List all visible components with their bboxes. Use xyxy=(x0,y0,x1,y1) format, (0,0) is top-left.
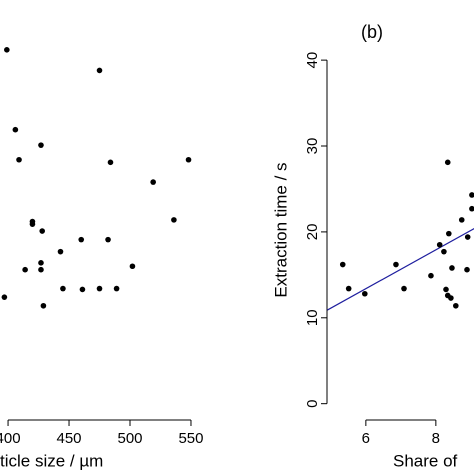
point xyxy=(29,221,36,227)
point xyxy=(444,159,451,166)
point xyxy=(150,179,156,185)
point xyxy=(401,285,407,292)
point xyxy=(79,286,86,293)
point xyxy=(22,266,28,273)
point xyxy=(469,205,474,212)
x-tick-label: 8 xyxy=(432,430,440,447)
point xyxy=(458,217,465,223)
y-tick-label: 30 xyxy=(304,138,321,155)
point xyxy=(448,295,454,301)
point xyxy=(107,159,114,166)
point xyxy=(38,266,44,273)
panel-label: (b) xyxy=(361,22,383,42)
point xyxy=(57,248,64,255)
point xyxy=(449,265,455,271)
point xyxy=(464,234,471,240)
fit-line xyxy=(327,227,474,311)
point xyxy=(1,294,8,300)
point xyxy=(38,260,44,266)
x-axis-label: Share of xyxy=(393,451,458,470)
point xyxy=(393,261,399,268)
point xyxy=(339,261,346,268)
point xyxy=(446,230,452,237)
point xyxy=(443,286,449,293)
point xyxy=(453,302,459,309)
point xyxy=(171,217,177,223)
point xyxy=(362,290,368,297)
point xyxy=(38,142,44,148)
point xyxy=(345,285,352,292)
point xyxy=(96,285,103,292)
point xyxy=(436,241,443,248)
x-axis-label: ticle size / µm xyxy=(0,451,103,470)
point xyxy=(40,302,47,309)
y-tick-label: 20 xyxy=(304,224,321,241)
x-tick-label: 400 xyxy=(0,430,21,447)
point xyxy=(469,192,474,198)
point xyxy=(78,236,85,243)
y-tick-label: 0 xyxy=(304,400,321,408)
y-tick-label: 10 xyxy=(304,309,321,326)
point xyxy=(113,285,120,292)
x-tick-label: 6 xyxy=(362,430,370,447)
point xyxy=(60,285,66,292)
point xyxy=(441,248,447,255)
point xyxy=(96,67,103,74)
x-tick-label: 550 xyxy=(178,430,203,447)
point xyxy=(105,236,111,243)
x-tick-label: 500 xyxy=(117,430,142,447)
point xyxy=(129,263,136,270)
point xyxy=(428,272,434,279)
x-tick-label: 450 xyxy=(57,430,82,447)
point xyxy=(12,126,19,133)
point xyxy=(16,156,22,163)
point xyxy=(185,156,192,163)
point xyxy=(4,47,10,53)
y-tick-label: 40 xyxy=(304,52,321,69)
y-axis-label: Extraction time / s xyxy=(271,162,290,297)
point xyxy=(464,266,470,273)
point xyxy=(39,228,45,234)
